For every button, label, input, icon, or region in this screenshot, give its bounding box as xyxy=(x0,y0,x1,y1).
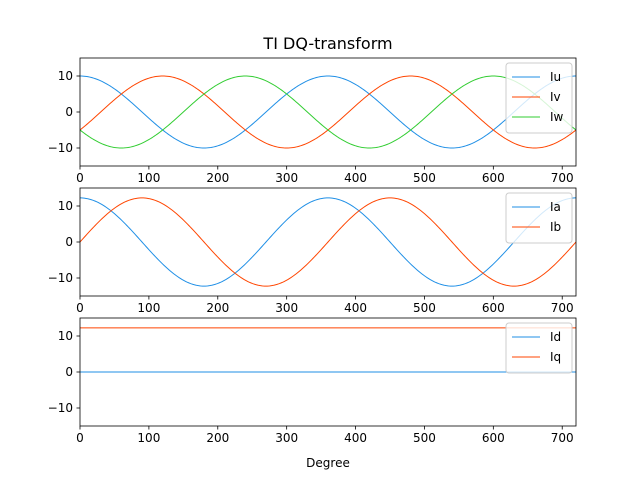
legend-label-iv: Iv xyxy=(550,90,561,104)
x-tick-label: 100 xyxy=(137,301,160,315)
series-line-iw xyxy=(80,75,576,149)
x-tick-label: 100 xyxy=(137,171,160,185)
x-tick-label: 700 xyxy=(551,301,574,315)
legend-1: Iu Iv Iw xyxy=(505,62,573,134)
subplot-3: 0 100 200 300 400 500 600 700 −10 0 10 Id Iq xyxy=(48,317,577,445)
subplot-2: 0 100 200 300 400 500 600 700 −10 0 10 Ia Ib xyxy=(48,187,577,315)
legend-box xyxy=(505,192,573,244)
x-axis-label: Degree xyxy=(306,456,350,470)
x-tick-label: 600 xyxy=(482,171,505,185)
x-tick-label: 200 xyxy=(206,301,229,315)
legend-label-iu: Iu xyxy=(550,70,561,84)
x-tick-label: 300 xyxy=(275,171,298,185)
y-tick-label: 10 xyxy=(58,199,73,213)
x-tick-label: 200 xyxy=(206,431,229,445)
legend-label-iw: Iw xyxy=(550,110,564,124)
x-tick-label: 500 xyxy=(413,171,436,185)
x-tick-label: 0 xyxy=(76,431,84,445)
x-tick-label: 300 xyxy=(275,301,298,315)
series-line-ia xyxy=(80,197,576,287)
x-tick-label: 500 xyxy=(413,431,436,445)
legend-label-id: Id xyxy=(550,330,561,344)
x-tick-label: 400 xyxy=(344,431,367,445)
x-tick-label: 0 xyxy=(76,171,84,185)
x-tick-label: 300 xyxy=(275,431,298,445)
y-tick-label: 0 xyxy=(65,105,73,119)
y-tick-label: −10 xyxy=(48,401,73,415)
x-tick-label: 400 xyxy=(344,171,367,185)
y-tick-label: 0 xyxy=(65,365,73,379)
x-tick-label: 200 xyxy=(206,171,229,185)
y-tick-label: −10 xyxy=(48,141,73,155)
series-line-ib xyxy=(80,197,576,287)
series-group-2 xyxy=(80,197,576,287)
chart-title: TI DQ-transform xyxy=(262,34,392,53)
x-tick-label: 700 xyxy=(551,431,574,445)
series-group-3 xyxy=(80,327,576,373)
legend-box xyxy=(505,322,573,374)
legend-2: Ia Ib xyxy=(505,192,573,244)
legend-box xyxy=(505,62,573,134)
x-tick-label: 500 xyxy=(413,301,436,315)
legend-3: Id Iq xyxy=(505,322,573,374)
x-tick-label: 400 xyxy=(344,301,367,315)
legend-label-ib: Ib xyxy=(550,220,561,234)
y-tick-label: 10 xyxy=(58,69,73,83)
x-tick-label: 0 xyxy=(76,301,84,315)
x-tick-label: 700 xyxy=(551,171,574,185)
y-tick-label: 0 xyxy=(65,235,73,249)
x-tick-label: 600 xyxy=(482,301,505,315)
series-group-1 xyxy=(80,75,576,149)
subplot-1: 0 100 200 300 400 500 600 700 −10 0 10 Iu Iv Iw xyxy=(48,57,577,185)
x-tick-label: 100 xyxy=(137,431,160,445)
legend-label-iq: Iq xyxy=(550,350,561,364)
y-tick-label: 10 xyxy=(58,329,73,343)
x-tick-label: 600 xyxy=(482,431,505,445)
legend-label-ia: Ia xyxy=(550,200,561,214)
y-tick-label: −10 xyxy=(48,271,73,285)
